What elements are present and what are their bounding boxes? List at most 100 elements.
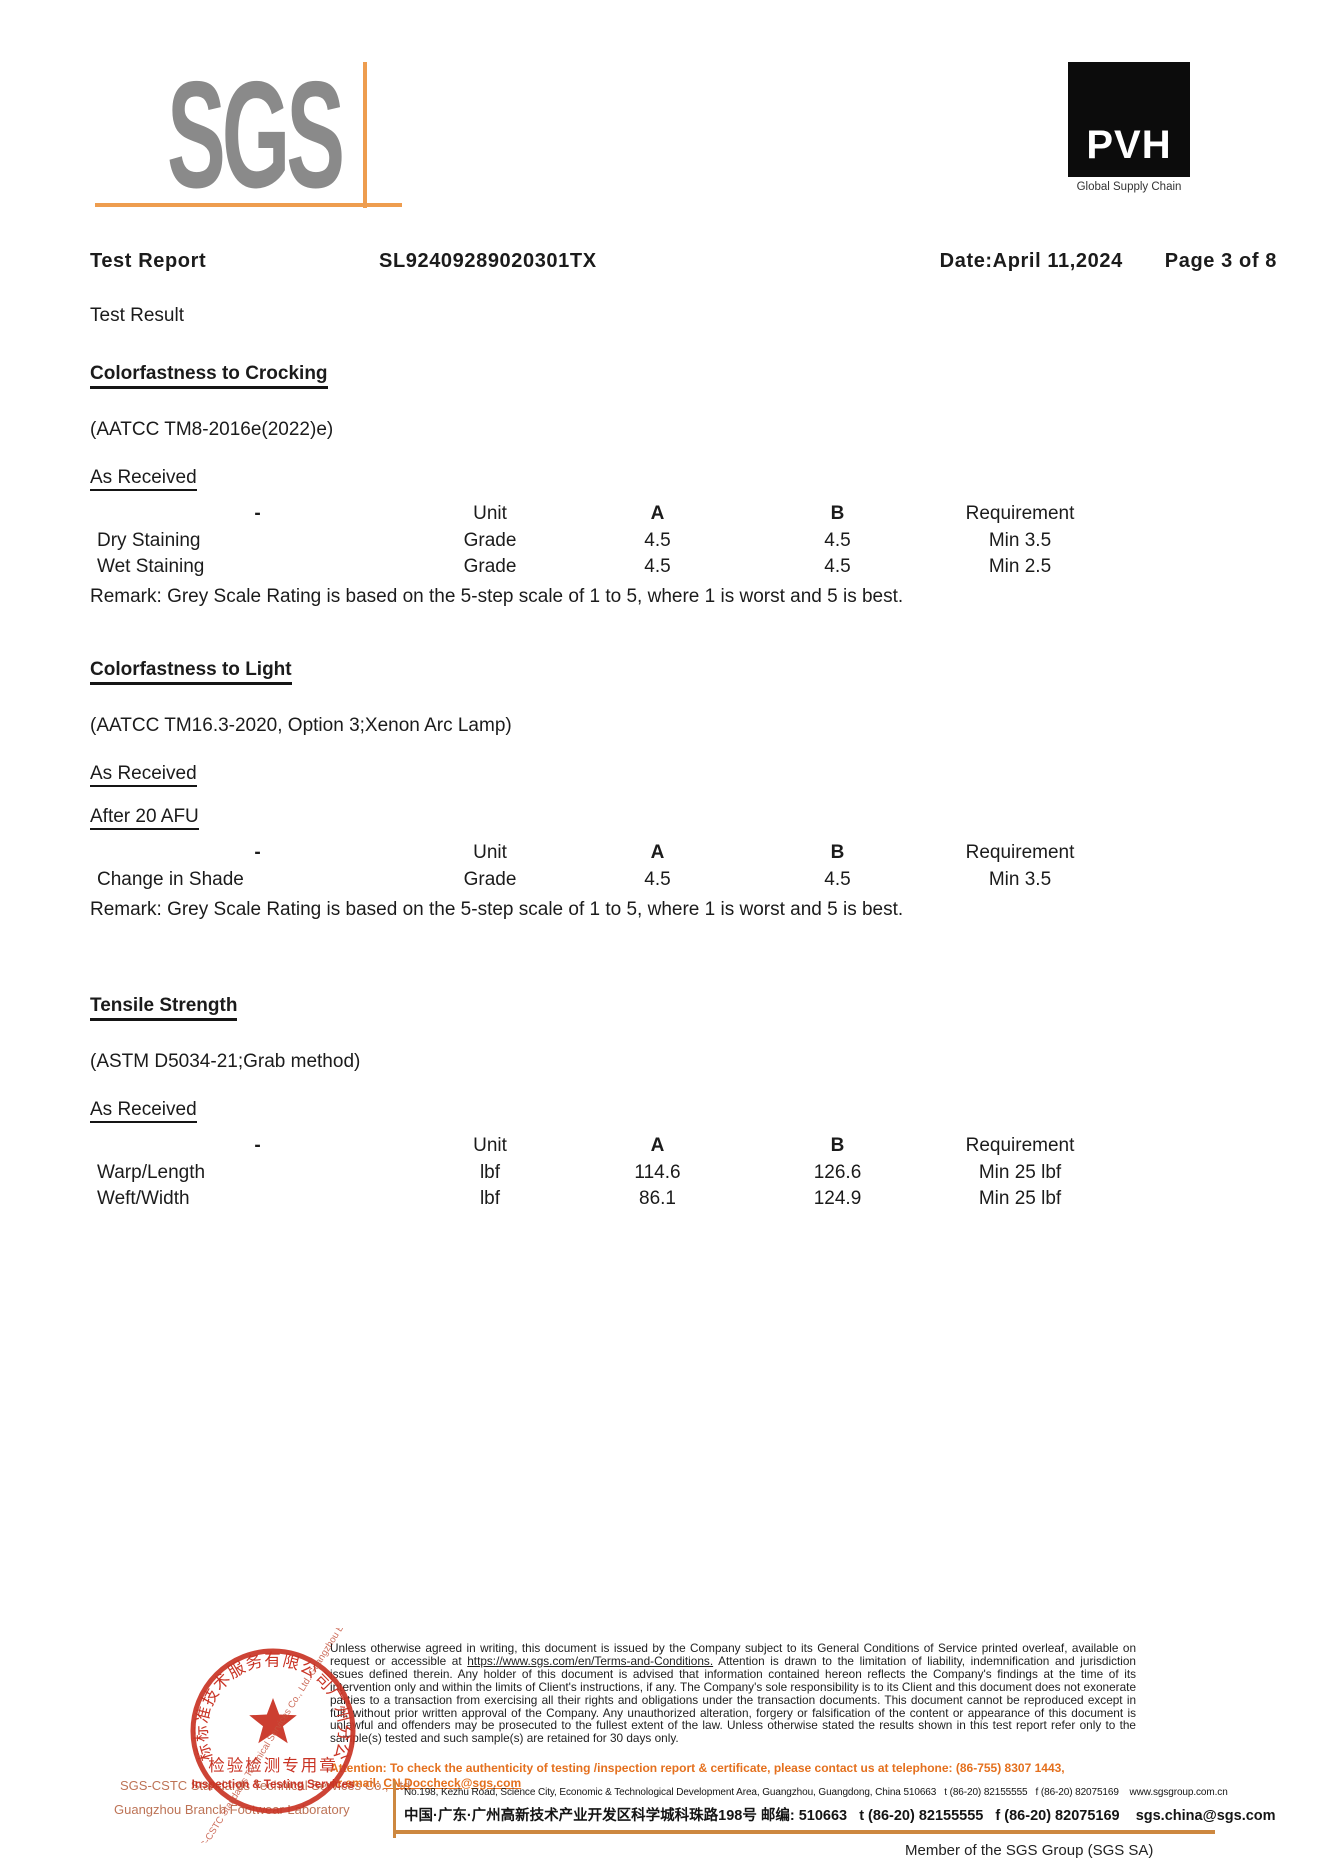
- footer-rule: [393, 1830, 1215, 1834]
- section-tensile-strength: Tensile Strength (ASTM D5034-21;Grab meth…: [90, 994, 1250, 1212]
- column-header: A: [650, 503, 665, 524]
- report-date: Date:April 11,2024: [939, 250, 1123, 272]
- terms-text-after: Attention is drawn to the limitation of …: [330, 1653, 1137, 1746]
- section-heading-text: Colorfastness to Crocking: [90, 363, 328, 389]
- cell-value: Min 3.5: [988, 530, 1052, 551]
- report-header-row: Test Report SL92409289020301TX Date:Apri…: [90, 250, 1277, 276]
- attention-line1: Attention: To check the authenticity of …: [330, 1761, 1065, 1775]
- results-table: - Unit A B Requirement Change in Shade Grade 4.…: [90, 839, 1250, 893]
- column-header: A: [650, 1135, 665, 1156]
- table-header-row: - Unit A B Requirement: [90, 1132, 1250, 1160]
- sgs-logo-vertical-line: [363, 62, 367, 208]
- table-row: Change in Shade Grade 4.5 4.5 Min 3.5: [90, 867, 1250, 893]
- section-colorfastness-to-light: Colorfastness to Light (AATCC TM16.3-2020…: [90, 658, 1250, 922]
- section-heading: Colorfastness to Crocking: [90, 362, 1250, 389]
- column-header: A: [650, 842, 665, 863]
- terms-paragraph: Unless otherwise agreed in writing, this…: [330, 1642, 1136, 1745]
- column-header: B: [830, 503, 845, 524]
- cell-value: lbf: [479, 1162, 501, 1183]
- report-date-page: Date:April 11,2024 Page 3 of 8: [940, 250, 1277, 273]
- stamp-ring: [190, 1648, 356, 1814]
- email-link[interactable]: CN.Doccheck@sgs.com: [383, 1775, 522, 1790]
- cell-value: lbf: [479, 1188, 501, 1209]
- column-header: B: [830, 1135, 845, 1156]
- cell-value: Grade: [463, 556, 517, 577]
- section-heading-text: Tensile Strength: [90, 995, 238, 1021]
- column-header: B: [830, 842, 845, 863]
- pvh-logo-text: PVH: [1086, 123, 1172, 167]
- results-table: - Unit A B Requirement Dry Staining Grade 4.5 4.…: [90, 500, 1250, 580]
- section-heading: Tensile Strength: [90, 994, 1250, 1021]
- column-header: -: [254, 503, 261, 524]
- cell-value: 114.6: [634, 1162, 681, 1183]
- table-row: Weft/Width lbf 86.1 124.9 Min 25 lbf: [90, 1186, 1250, 1212]
- column-header: -: [254, 1135, 261, 1156]
- condition-text: As Received: [90, 1099, 197, 1123]
- row-label: Wet Staining: [97, 556, 205, 577]
- condition-label: As Received: [90, 762, 1250, 787]
- pvh-logo: PVH: [1068, 62, 1190, 177]
- table-header-row: - Unit A B Requirement: [90, 839, 1250, 867]
- section-heading: Colorfastness to Light: [90, 658, 1250, 685]
- report-number: SL92409289020301TX: [379, 250, 597, 272]
- column-header: Unit: [473, 842, 507, 863]
- table-row: Warp/Length lbf 114.6 126.6 Min 25 lbf: [90, 1160, 1250, 1186]
- subcondition-text: After 20 AFU: [90, 806, 199, 830]
- cell-value: 4.5: [824, 869, 851, 890]
- table-row: Wet Staining Grade 4.5 4.5 Min 2.5: [90, 554, 1250, 580]
- remark-text: Remark: Grey Scale Rating is based on th…: [90, 899, 904, 920]
- company-name-line1: SGS-CSTC Standards Technical Services Co…: [120, 1778, 414, 1793]
- condition-label: As Received: [90, 1098, 1250, 1123]
- test-method-label: (ASTM D5034-21;Grab method): [90, 1051, 361, 1072]
- section-heading-text: Colorfastness to Light: [90, 659, 292, 685]
- cell-value: 124.9: [813, 1188, 862, 1209]
- condition-label: As Received: [90, 466, 1250, 491]
- report-title: Test Report: [90, 250, 207, 272]
- table-header-row: - Unit A B Requirement: [90, 500, 1250, 528]
- cell-value: Min 25 lbf: [978, 1188, 1062, 1209]
- condition-text: As Received: [90, 467, 197, 491]
- row-label: Weft/Width: [97, 1188, 190, 1209]
- company-name-line2: Guangzhou Branch Footwear Laboratory: [114, 1802, 350, 1817]
- cell-value: 126.6: [813, 1162, 862, 1183]
- row-label: Change in Shade: [97, 869, 244, 890]
- test-method-label: (AATCC TM16.3-2020, Option 3;Xenon Arc L…: [90, 715, 512, 736]
- stamp-star-icon: [249, 1698, 297, 1744]
- cell-value: 4.5: [824, 530, 851, 551]
- cell-value: 4.5: [644, 556, 671, 577]
- column-header: Requirement: [965, 1135, 1075, 1156]
- test-method-label: (AATCC TM8-2016e(2022)e): [90, 419, 334, 440]
- attention-email-prefix: or email:: [330, 1775, 384, 1790]
- table-row: Dry Staining Grade 4.5 4.5 Min 3.5: [90, 528, 1250, 554]
- cell-value: Grade: [463, 530, 517, 551]
- member-note: Member of the SGS Group (SGS SA): [905, 1842, 1154, 1859]
- attention-note: Attention: To check the authenticity of …: [330, 1761, 1298, 1790]
- stamp-seal-title: 检验检测专用章: [208, 1756, 338, 1775]
- subcondition-label: After 20 AFU: [90, 805, 1250, 830]
- company-stamp: 通标标准技术服务有限公司广州分公司 检验检测专用章 Inspection & T…: [158, 1628, 359, 1843]
- column-header: -: [254, 842, 261, 863]
- column-header: Unit: [473, 1135, 507, 1156]
- remark-text: Remark: Grey Scale Rating is based on th…: [90, 586, 904, 607]
- column-header: Unit: [473, 503, 507, 524]
- column-header: Requirement: [965, 842, 1075, 863]
- cell-value: 4.5: [644, 869, 671, 890]
- results-table: - Unit A B Requirement Warp/Length lbf 114.6 126…: [90, 1132, 1250, 1212]
- cell-value: 86.1: [639, 1188, 676, 1209]
- sgs-logo-horizontal-line: [95, 203, 402, 207]
- row-label: Dry Staining: [97, 530, 201, 551]
- cell-value: 4.5: [824, 556, 851, 577]
- terms-text-before: Unless otherwise agreed in writing, this…: [330, 1641, 1136, 1668]
- row-label: Warp/Length: [97, 1162, 206, 1183]
- address-line-cn: 中国·广东·广州高新技术产业开发区科学城科珠路198号 邮编: 510663 t…: [404, 1808, 1276, 1824]
- cell-value: Min 3.5: [988, 869, 1052, 890]
- cell-value: Min 2.5: [988, 556, 1052, 577]
- address-line-en: No.198, Kezhu Road, Science City, Econom…: [404, 1787, 1228, 1798]
- pvh-tagline: Global Supply Chain: [1076, 181, 1182, 193]
- terms-link[interactable]: https://www.sgs.com/en/Terms-and-Conditi…: [467, 1653, 714, 1668]
- cell-value: Grade: [463, 869, 517, 890]
- section-colorfastness-to-crocking: Colorfastness to Crocking (AATCC TM8-2016…: [90, 362, 1250, 609]
- report-page-number: Page 3 of 8: [1164, 250, 1277, 272]
- column-header: Requirement: [965, 503, 1075, 524]
